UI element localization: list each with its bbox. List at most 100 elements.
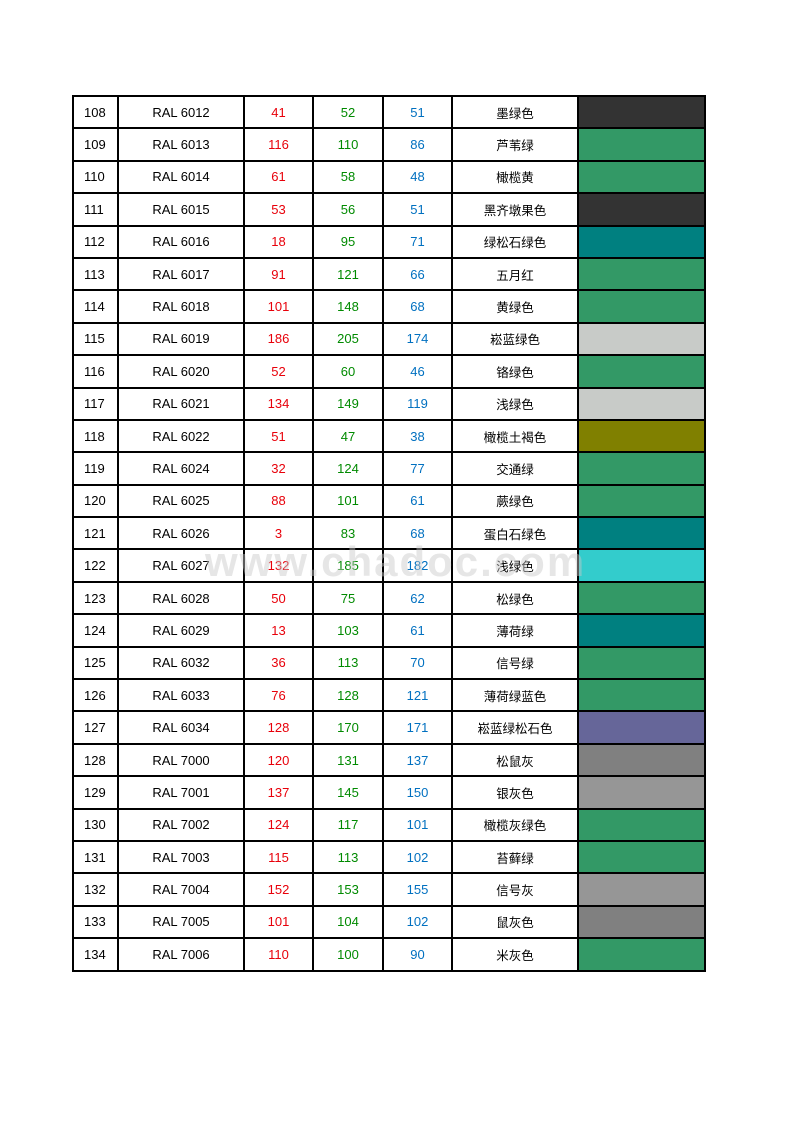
blue-value: 155	[382, 872, 453, 907]
red-value: 52	[243, 354, 314, 389]
row-number: 132	[72, 872, 119, 907]
row-number: 131	[72, 839, 119, 875]
blue-value: 77	[382, 451, 453, 486]
red-value: 128	[243, 710, 314, 745]
ral-code: RAL 6024	[117, 451, 245, 486]
color-name: 黑齐墩果色	[451, 192, 579, 227]
red-value: 124	[243, 807, 314, 842]
row-number: 121	[72, 516, 119, 551]
color-swatch	[577, 127, 706, 162]
green-value: 101	[312, 483, 384, 519]
red-value: 53	[243, 192, 314, 227]
green-value: 104	[312, 904, 384, 940]
green-value: 145	[312, 775, 384, 810]
ral-code: RAL 6027	[117, 548, 245, 583]
table-row: 113 RAL 6017 91 121 66 五月红	[72, 256, 706, 292]
blue-value: 70	[382, 645, 453, 681]
color-swatch	[577, 386, 706, 421]
row-number: 126	[72, 678, 119, 713]
color-swatch	[577, 256, 706, 292]
ral-code: RAL 7000	[117, 742, 245, 778]
color-name: 浅绿色	[451, 386, 579, 421]
red-value: 115	[243, 839, 314, 875]
green-value: 185	[312, 548, 384, 583]
ral-code: RAL 7006	[117, 937, 245, 972]
color-swatch	[577, 839, 706, 875]
green-value: 131	[312, 742, 384, 778]
row-number: 113	[72, 256, 119, 292]
color-name: 五月红	[451, 256, 579, 292]
green-value: 100	[312, 937, 384, 972]
green-value: 170	[312, 710, 384, 745]
color-name: 芦苇绿	[451, 127, 579, 162]
red-value: 152	[243, 872, 314, 907]
table-row: 133 RAL 7005 101 104 102 鼠灰色	[72, 904, 706, 940]
color-swatch	[577, 872, 706, 907]
green-value: 95	[312, 224, 384, 259]
row-number: 109	[72, 127, 119, 162]
table-row: 127 RAL 6034 128 170 171 崧蓝绿松石色	[72, 710, 706, 745]
red-value: 134	[243, 386, 314, 421]
blue-value: 102	[382, 904, 453, 940]
ral-code: RAL 6015	[117, 192, 245, 227]
table-row: 114 RAL 6018 101 148 68 黄绿色	[72, 289, 706, 324]
red-value: 3	[243, 516, 314, 551]
row-number: 110	[72, 159, 119, 195]
color-name: 松绿色	[451, 580, 579, 616]
color-swatch	[577, 483, 706, 519]
color-swatch	[577, 613, 706, 648]
green-value: 58	[312, 159, 384, 195]
row-number: 108	[72, 94, 119, 130]
color-swatch	[577, 678, 706, 713]
red-value: 18	[243, 224, 314, 259]
row-number: 118	[72, 418, 119, 454]
blue-value: 121	[382, 678, 453, 713]
green-value: 149	[312, 386, 384, 421]
ral-code: RAL 7002	[117, 807, 245, 842]
blue-value: 61	[382, 613, 453, 648]
blue-value: 51	[382, 192, 453, 227]
ral-code: RAL 6014	[117, 159, 245, 195]
ral-code: RAL 6012	[117, 94, 245, 130]
red-value: 120	[243, 742, 314, 778]
table-row: 111 RAL 6015 53 56 51 黑齐墩果色	[72, 192, 706, 227]
red-value: 186	[243, 321, 314, 357]
row-number: 128	[72, 742, 119, 778]
green-value: 52	[312, 94, 384, 130]
green-value: 128	[312, 678, 384, 713]
green-value: 148	[312, 289, 384, 324]
table-row: 110 RAL 6014 61 58 48 橄榄黄	[72, 159, 706, 195]
blue-value: 71	[382, 224, 453, 259]
blue-value: 61	[382, 483, 453, 519]
color-swatch	[577, 516, 706, 551]
red-value: 137	[243, 775, 314, 810]
color-name: 浅绿色	[451, 548, 579, 583]
ral-code: RAL 6019	[117, 321, 245, 357]
table-row: 112 RAL 6016 18 95 71 绿松石绿色	[72, 224, 706, 259]
color-swatch	[577, 548, 706, 583]
row-number: 129	[72, 775, 119, 810]
ral-code: RAL 6034	[117, 710, 245, 745]
green-value: 47	[312, 418, 384, 454]
red-value: 32	[243, 451, 314, 486]
red-value: 41	[243, 94, 314, 130]
table-row: 125 RAL 6032 36 113 70 信号绿	[72, 645, 706, 681]
red-value: 88	[243, 483, 314, 519]
color-swatch	[577, 904, 706, 940]
color-name: 信号灰	[451, 872, 579, 907]
ral-code: RAL 6018	[117, 289, 245, 324]
ral-code: RAL 6032	[117, 645, 245, 681]
blue-value: 150	[382, 775, 453, 810]
table-row: 124 RAL 6029 13 103 61 薄荷绿	[72, 613, 706, 648]
red-value: 132	[243, 548, 314, 583]
ral-code: RAL 6021	[117, 386, 245, 421]
table-row: 109 RAL 6013 116 110 86 芦苇绿	[72, 127, 706, 162]
row-number: 117	[72, 386, 119, 421]
color-swatch	[577, 94, 706, 130]
color-name: 崧蓝绿松石色	[451, 710, 579, 745]
color-swatch	[577, 807, 706, 842]
blue-value: 174	[382, 321, 453, 357]
color-swatch	[577, 775, 706, 810]
row-number: 112	[72, 224, 119, 259]
ral-code: RAL 6020	[117, 354, 245, 389]
